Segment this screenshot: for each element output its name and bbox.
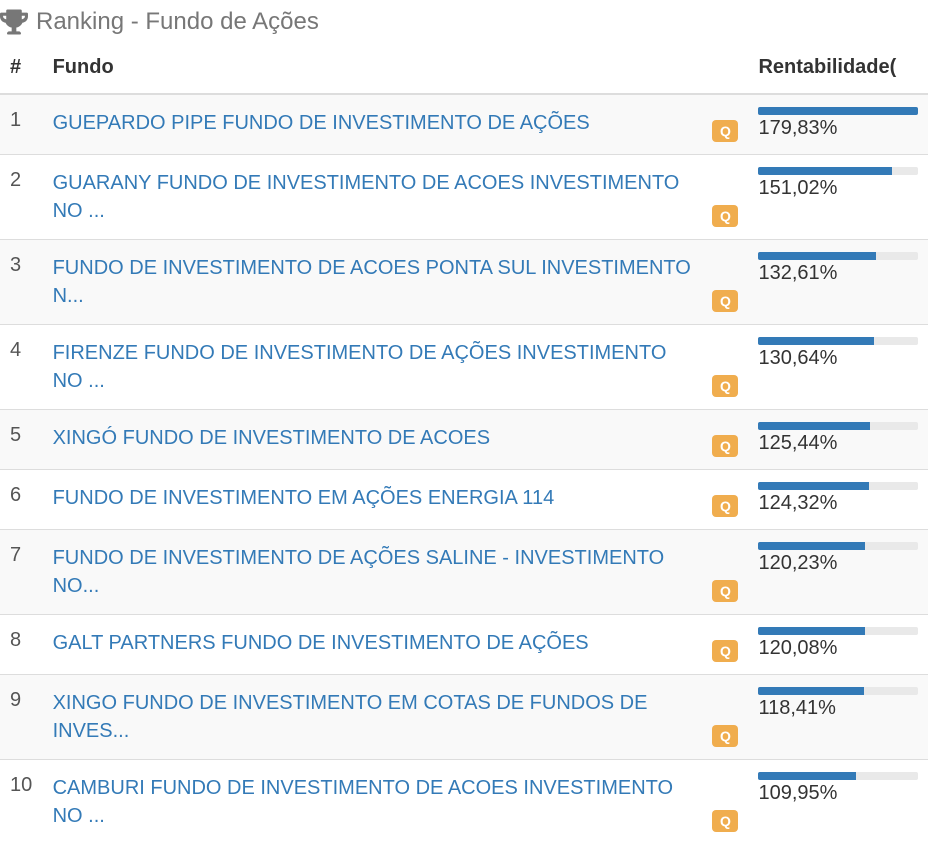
trophy-icon bbox=[0, 8, 28, 36]
return-bar-track bbox=[758, 337, 918, 345]
return-cell: 120,08% bbox=[748, 615, 928, 675]
return-bar-track bbox=[758, 422, 918, 430]
fund-link[interactable]: FIRENZE FUNDO DE INVESTIMENTO DE AÇÕES I… bbox=[53, 342, 667, 392]
fund-link[interactable]: GUARANY FUNDO DE INVESTIMENTO DE ACOES I… bbox=[53, 172, 680, 222]
table-row: 4FIRENZE FUNDO DE INVESTIMENTO DE AÇÕES … bbox=[0, 325, 928, 410]
qualified-badge[interactable]: Q bbox=[712, 205, 738, 227]
col-header-fund[interactable]: Fundo bbox=[43, 48, 749, 94]
return-bar-fill bbox=[758, 167, 892, 175]
rank-cell: 9 bbox=[0, 675, 43, 760]
fund-cell: GUEPARDO PIPE FUNDO DE INVESTIMENTO DE A… bbox=[43, 94, 749, 155]
fund-cell: CAMBURI FUNDO DE INVESTIMENTO DE ACOES I… bbox=[43, 760, 749, 844]
return-bar-track bbox=[758, 542, 918, 550]
return-bar-fill bbox=[758, 542, 865, 550]
return-bar-fill bbox=[758, 627, 865, 635]
table-row: 5 XINGÓ FUNDO DE INVESTIMENTO DE ACOES Q 12… bbox=[0, 410, 928, 470]
return-bar-fill bbox=[758, 772, 856, 780]
rank-cell: 2 bbox=[0, 155, 43, 240]
fund-cell: GUARANY FUNDO DE INVESTIMENTO DE ACOES I… bbox=[43, 155, 749, 240]
return-value: 125,44% bbox=[758, 432, 918, 455]
return-cell: 124,32% bbox=[748, 470, 928, 530]
return-value: 124,32% bbox=[758, 492, 918, 515]
qualified-badge[interactable]: Q bbox=[712, 725, 738, 747]
rank-cell: 6 bbox=[0, 470, 43, 530]
table-row: 7FUNDO DE INVESTIMENTO DE AÇÕES SALINE -… bbox=[0, 530, 928, 615]
fund-cell: XINGO FUNDO DE INVESTIMENTO EM COTAS DE … bbox=[43, 675, 749, 760]
qualified-badge[interactable]: Q bbox=[712, 435, 738, 457]
return-cell: 151,02% bbox=[748, 155, 928, 240]
return-value: 109,95% bbox=[758, 782, 918, 805]
qualified-badge[interactable]: Q bbox=[712, 810, 738, 832]
col-header-rank[interactable]: # bbox=[0, 48, 43, 94]
table-row: 6 FUNDO DE INVESTIMENTO EM AÇÕES ENERGIA … bbox=[0, 470, 928, 530]
qualified-badge[interactable]: Q bbox=[712, 495, 738, 517]
return-bar-fill bbox=[758, 422, 869, 430]
return-cell: 132,61% bbox=[748, 240, 928, 325]
fund-link[interactable]: FUNDO DE INVESTIMENTO EM AÇÕES ENERGIA 1… bbox=[53, 487, 555, 509]
return-bar-fill bbox=[758, 337, 874, 345]
rank-cell: 3 bbox=[0, 240, 43, 325]
return-value: 130,64% bbox=[758, 347, 918, 370]
rank-cell: 5 bbox=[0, 410, 43, 470]
return-cell: 120,23% bbox=[748, 530, 928, 615]
fund-cell: FUNDO DE INVESTIMENTO DE ACOES PONTA SUL… bbox=[43, 240, 749, 325]
fund-cell: FUNDO DE INVESTIMENTO EM AÇÕES ENERGIA 1… bbox=[43, 470, 749, 530]
table-row: 2GUARANY FUNDO DE INVESTIMENTO DE ACOES … bbox=[0, 155, 928, 240]
rank-cell: 8 bbox=[0, 615, 43, 675]
return-bar-track bbox=[758, 627, 918, 635]
return-bar-fill bbox=[758, 252, 876, 260]
fund-cell: GALT PARTNERS FUNDO DE INVESTIMENTO DE A… bbox=[43, 615, 749, 675]
table-row: 3FUNDO DE INVESTIMENTO DE ACOES PONTA SU… bbox=[0, 240, 928, 325]
return-bar-fill bbox=[758, 687, 863, 695]
rank-cell: 10 bbox=[0, 760, 43, 844]
table-row: 9XINGO FUNDO DE INVESTIMENTO EM COTAS DE… bbox=[0, 675, 928, 760]
return-value: 120,08% bbox=[758, 637, 918, 660]
page-header: Ranking - Fundo de Ações bbox=[0, 0, 928, 48]
return-value: 118,41% bbox=[758, 697, 918, 720]
fund-link[interactable]: XINGO FUNDO DE INVESTIMENTO EM COTAS DE … bbox=[53, 692, 648, 742]
ranking-table: # Fundo Rentabilidade( 1 GUEPARDO PIPE FU… bbox=[0, 48, 928, 844]
fund-link[interactable]: FUNDO DE INVESTIMENTO DE AÇÕES SALINE - … bbox=[53, 547, 665, 597]
return-bar-fill bbox=[758, 107, 918, 115]
return-bar-track bbox=[758, 107, 918, 115]
return-value: 120,23% bbox=[758, 552, 918, 575]
qualified-badge[interactable]: Q bbox=[712, 290, 738, 312]
return-cell: 118,41% bbox=[748, 675, 928, 760]
return-bar-track bbox=[758, 252, 918, 260]
return-cell: 109,95% bbox=[748, 760, 928, 844]
page-title: Ranking - Fundo de Ações bbox=[36, 8, 319, 36]
return-value: 132,61% bbox=[758, 262, 918, 285]
fund-cell: XINGÓ FUNDO DE INVESTIMENTO DE ACOES Q bbox=[43, 410, 749, 470]
qualified-badge[interactable]: Q bbox=[712, 375, 738, 397]
table-row: 10CAMBURI FUNDO DE INVESTIMENTO DE ACOES… bbox=[0, 760, 928, 844]
return-bar-track bbox=[758, 482, 918, 490]
fund-link[interactable]: GALT PARTNERS FUNDO DE INVESTIMENTO DE A… bbox=[53, 632, 589, 654]
qualified-badge[interactable]: Q bbox=[712, 640, 738, 662]
return-value: 151,02% bbox=[758, 177, 918, 200]
return-value: 179,83% bbox=[758, 117, 918, 140]
return-bar-track bbox=[758, 772, 918, 780]
table-row: 8 GALT PARTNERS FUNDO DE INVESTIMENTO DE … bbox=[0, 615, 928, 675]
fund-link[interactable]: XINGÓ FUNDO DE INVESTIMENTO DE ACOES bbox=[53, 427, 490, 449]
fund-link[interactable]: GUEPARDO PIPE FUNDO DE INVESTIMENTO DE A… bbox=[53, 112, 590, 134]
qualified-badge[interactable]: Q bbox=[712, 580, 738, 602]
return-bar-track bbox=[758, 167, 918, 175]
qualified-badge[interactable]: Q bbox=[712, 120, 738, 142]
table-row: 1 GUEPARDO PIPE FUNDO DE INVESTIMENTO DE … bbox=[0, 94, 928, 155]
return-cell: 130,64% bbox=[748, 325, 928, 410]
fund-cell: FIRENZE FUNDO DE INVESTIMENTO DE AÇÕES I… bbox=[43, 325, 749, 410]
rank-cell: 7 bbox=[0, 530, 43, 615]
rank-cell: 4 bbox=[0, 325, 43, 410]
return-cell: 125,44% bbox=[748, 410, 928, 470]
return-cell: 179,83% bbox=[748, 94, 928, 155]
fund-link[interactable]: FUNDO DE INVESTIMENTO DE ACOES PONTA SUL… bbox=[53, 257, 691, 307]
table-header-row: # Fundo Rentabilidade( bbox=[0, 48, 928, 94]
fund-cell: FUNDO DE INVESTIMENTO DE AÇÕES SALINE - … bbox=[43, 530, 749, 615]
return-bar-track bbox=[758, 687, 918, 695]
col-header-return[interactable]: Rentabilidade( bbox=[748, 48, 928, 94]
fund-link[interactable]: CAMBURI FUNDO DE INVESTIMENTO DE ACOES I… bbox=[53, 777, 673, 827]
return-bar-fill bbox=[758, 482, 868, 490]
rank-cell: 1 bbox=[0, 94, 43, 155]
